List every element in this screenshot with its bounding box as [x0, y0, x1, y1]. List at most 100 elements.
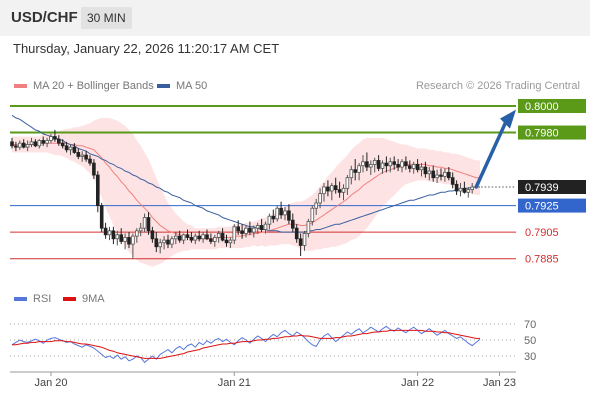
legend-ma50-label: MA 50 [176, 80, 208, 92]
timestamp-label: Thursday, January 22, 2026 11:20:17 AM C… [13, 41, 280, 56]
candle-body [99, 205, 104, 229]
candle [404, 156, 408, 170]
candle-body [64, 145, 69, 151]
candle-body [326, 186, 330, 192]
legend-9ma: 9MA [63, 293, 105, 305]
candle-body [37, 140, 42, 147]
level-label-0.7905: 0.7905 [525, 227, 559, 239]
candle-body [400, 161, 404, 168]
candle [240, 224, 244, 239]
candle [244, 225, 248, 238]
candle-body [255, 225, 260, 229]
candle-body [228, 239, 233, 244]
candle [64, 141, 69, 153]
candle [41, 136, 45, 146]
candle-body [197, 235, 202, 240]
candle-body [193, 235, 198, 241]
candle-body [294, 227, 299, 240]
candle [76, 148, 81, 160]
candle [119, 228, 124, 245]
candle [396, 159, 400, 172]
candle [298, 233, 303, 257]
candle [146, 212, 151, 235]
candle-body [298, 238, 303, 246]
legend-rsi: RSI [14, 293, 51, 305]
candle-body [68, 146, 73, 151]
legend-9ma-label: 9MA [82, 293, 105, 305]
level-label-0.7885: 0.7885 [525, 254, 559, 266]
legend-ma50: MA 50 [157, 80, 207, 92]
candle [275, 205, 279, 222]
candle-body [337, 189, 342, 193]
candle [142, 213, 147, 233]
candle [392, 156, 396, 170]
candle-body [138, 227, 143, 232]
candle-body [372, 160, 377, 165]
ma9-swatch [63, 297, 76, 301]
candle-body [404, 161, 408, 167]
rsi-tick-30: 30 [524, 351, 536, 363]
candle [310, 205, 315, 226]
level-label-0.8000: 0.8000 [525, 101, 559, 113]
candle [29, 137, 34, 148]
candle-body [322, 186, 326, 195]
x-tick-label: Jan 21 [218, 377, 251, 389]
candle [111, 226, 116, 245]
candle [80, 151, 85, 162]
candle-body [368, 164, 373, 168]
candle-body [53, 136, 57, 140]
candle-body [142, 217, 147, 229]
candle-body [314, 202, 318, 209]
candle [72, 143, 77, 154]
candle [193, 233, 198, 245]
candle [60, 139, 65, 149]
candle-body [446, 171, 451, 179]
candle [68, 144, 73, 156]
candle-body [407, 165, 412, 169]
forecast-arrow-head [500, 109, 516, 129]
candle [329, 183, 334, 201]
candle-body [224, 239, 229, 244]
candle-body [388, 161, 393, 167]
candle-body [361, 161, 365, 167]
candle-body [33, 141, 38, 147]
candle-body [396, 164, 400, 168]
candle [411, 161, 416, 174]
candle-body [177, 235, 182, 241]
candle [353, 159, 357, 181]
candle-body [232, 226, 237, 241]
candle [388, 157, 393, 173]
candle-body [365, 161, 369, 168]
rsi-series-9MA [12, 329, 480, 359]
candle [341, 184, 346, 201]
timeframe-button[interactable]: 30 MIN [81, 7, 132, 29]
candle [154, 232, 159, 253]
candle-body [205, 234, 209, 240]
candle-body [283, 210, 287, 216]
candle [470, 183, 474, 194]
candle [107, 226, 112, 241]
candle-body [131, 235, 135, 245]
candle [376, 155, 381, 172]
candle [427, 167, 432, 181]
candle-body [185, 234, 190, 238]
x-tick-label: Jan 23 [483, 377, 516, 389]
candle [255, 222, 260, 234]
candle-body [290, 219, 295, 229]
candle [212, 234, 217, 247]
candle-body [349, 169, 354, 179]
candle [345, 175, 350, 195]
last-price-label: 0.7939 [525, 182, 559, 194]
candle-body [76, 152, 81, 157]
candle [435, 169, 439, 184]
candle [283, 206, 287, 221]
candles-group [10, 129, 474, 259]
candle-body [357, 165, 361, 173]
candle-body [306, 221, 311, 234]
candle-body [376, 160, 381, 169]
candle-body [127, 237, 131, 245]
candle [115, 230, 120, 246]
candle-body [107, 230, 112, 236]
candle [423, 161, 428, 178]
